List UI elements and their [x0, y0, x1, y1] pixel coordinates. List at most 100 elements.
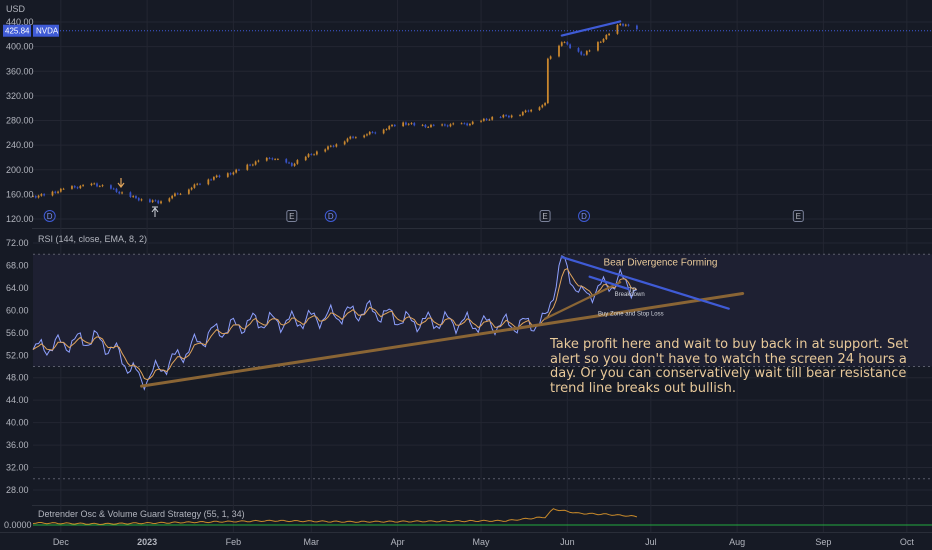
price-candle-body: [583, 54, 585, 56]
trendline: [560, 255, 730, 310]
price-candle-body: [207, 179, 210, 185]
price-candle-body: [43, 194, 46, 196]
rsi-tick-label: 32.00: [6, 463, 29, 473]
dividend-marker: [578, 210, 591, 222]
price-candle-body: [421, 124, 424, 126]
time-tick-label: Aug: [729, 537, 745, 547]
rsi-tick-label: 44.00: [6, 395, 29, 405]
price-candle-body: [315, 151, 318, 155]
price-candle-body: [238, 169, 240, 171]
price-candle-body: [352, 136, 354, 138]
price-candle-body: [558, 45, 560, 57]
price-candle-body: [229, 173, 232, 175]
price-candle-body: [463, 123, 466, 125]
rsi-tick-label: 52.00: [6, 350, 29, 360]
price-candle-body: [154, 200, 157, 202]
price-candle-body: [268, 157, 271, 159]
trendline: [140, 292, 745, 388]
oscillator-indicator-title: Detrender Osc & Volume Guard Strategy (5…: [38, 509, 245, 519]
price-candle-body: [254, 161, 257, 165]
price-candle-body: [34, 196, 37, 198]
price-candle-body: [129, 192, 132, 197]
price-candle-body: [285, 159, 288, 163]
rsi-tick-label: 60.00: [6, 305, 29, 315]
price-candle-body: [251, 164, 254, 166]
price-candle-body: [385, 129, 388, 130]
time-tick-label: Jun: [560, 537, 575, 547]
price-candle-body: [218, 175, 221, 177]
price-candle-body: [402, 122, 405, 127]
price-candle-body: [502, 115, 505, 118]
time-tick-label: May: [473, 537, 491, 547]
price-tick-label: 160.00: [6, 189, 34, 199]
price-candle-body: [171, 195, 174, 199]
price-candle-body: [499, 117, 502, 118]
price-candle-body: [374, 132, 377, 134]
price-candle-body: [112, 188, 115, 190]
price-candle-body: [118, 191, 121, 194]
price-candle-body: [469, 124, 471, 126]
last-price-badge: [3, 24, 31, 37]
annotation-label: Breakdown: [615, 292, 645, 298]
price-candle-body: [507, 115, 510, 118]
price-candle-body: [530, 109, 533, 112]
price-candle-body: [521, 112, 524, 116]
price-candle-body: [349, 136, 352, 139]
trendline: [588, 275, 630, 291]
price-candle-body: [371, 131, 374, 133]
price-candle-body: [235, 169, 238, 173]
price-candle-body: [602, 39, 605, 42]
annotation-label: TP: [629, 288, 637, 294]
price-candle-body: [210, 179, 213, 181]
price-candle-body: [79, 185, 82, 189]
price-candle-body: [329, 145, 332, 147]
price-tick-label: 200.00: [6, 165, 34, 175]
price-candle-body: [101, 185, 104, 187]
price-candle-body: [382, 129, 385, 134]
price-candle-body: [176, 193, 179, 195]
down-arrow-icon: [117, 178, 125, 188]
price-candle-body: [491, 117, 494, 120]
price-candle-body: [577, 48, 580, 52]
rsi-tick-label: 56.00: [6, 328, 29, 338]
price-candle-body: [393, 124, 396, 127]
price-candle-body: [346, 138, 349, 142]
price-candle-body: [335, 144, 338, 147]
price-tick-label: 280.00: [6, 116, 34, 126]
earnings-marker: [286, 210, 298, 222]
rsi-tick-label: 68.00: [6, 260, 29, 270]
price-candle-body: [324, 149, 327, 152]
price-candle-body: [196, 183, 199, 185]
price-candle-body: [115, 188, 118, 192]
event-marker-label: D: [581, 212, 587, 221]
price-tick-label: 400.00: [6, 42, 34, 52]
price-candle-body: [212, 177, 215, 180]
time-tick-label: Sep: [815, 537, 831, 547]
rsi-tick-label: 28.00: [6, 485, 29, 495]
dividend-marker: [43, 210, 56, 222]
price-candle-body: [232, 172, 235, 175]
earnings-marker: [539, 210, 551, 222]
price-candle-body: [121, 192, 123, 194]
price-candle-body: [424, 124, 427, 128]
price-candle-body: [608, 33, 610, 36]
price-candle-body: [597, 42, 599, 51]
rsi-tick-label: 48.00: [6, 373, 29, 383]
rsi-tick-label: 64.00: [6, 283, 29, 293]
price-candle-body: [599, 41, 602, 43]
price-candle-body: [288, 162, 290, 164]
price-candle-body: [76, 187, 79, 189]
price-candle-body: [332, 145, 335, 147]
currency-label: USD: [6, 4, 26, 14]
price-candle-body: [441, 124, 444, 126]
price-candle-body: [96, 183, 98, 187]
price-candle-body: [563, 42, 566, 44]
earnings-marker: [792, 210, 804, 222]
event-marker-label: D: [328, 212, 334, 221]
price-candle-body: [277, 159, 279, 160]
event-marker-label: E: [542, 212, 547, 221]
price-candle-body: [190, 187, 193, 190]
last-price-value: 425.84: [5, 27, 30, 36]
price-candle-body: [354, 137, 357, 139]
